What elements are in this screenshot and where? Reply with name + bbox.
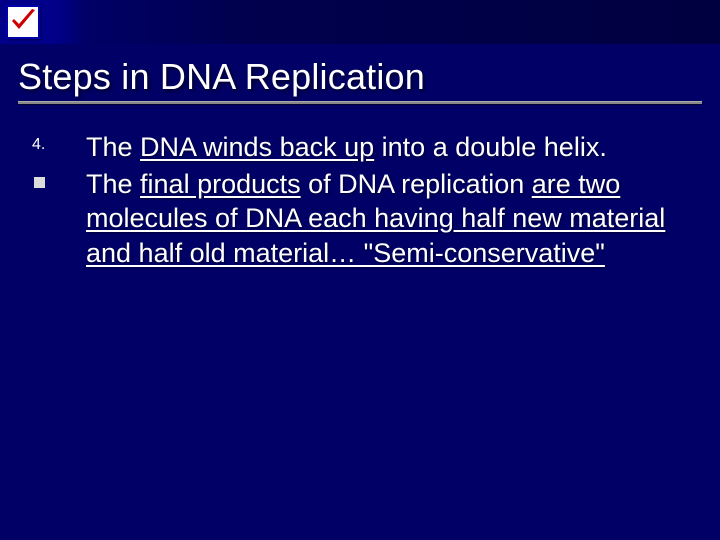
- text-segment-underlined: DNA winds back up: [140, 132, 374, 162]
- list-text: The final products of DNA replication ar…: [86, 167, 692, 271]
- text-segment-underlined: final products: [140, 169, 301, 199]
- list-marker: 4.: [28, 130, 86, 154]
- list-item: 4. The DNA winds back up into a double h…: [28, 130, 692, 165]
- title-underline: [18, 102, 702, 104]
- text-segment: The: [86, 169, 140, 199]
- text-segment: The: [86, 132, 140, 162]
- title-area: Steps in DNA Replication: [0, 44, 720, 110]
- list-item: The final products of DNA replication ar…: [28, 167, 692, 271]
- square-bullet-icon: [34, 177, 45, 188]
- text-segment: of DNA replication: [301, 169, 532, 199]
- list-marker: [28, 167, 86, 188]
- text-segment: into a double helix.: [374, 132, 607, 162]
- logo-checkmark-icon: [6, 5, 40, 39]
- topbar: [0, 0, 720, 44]
- topbar-gradient: [0, 0, 720, 44]
- number-marker: 4.: [32, 136, 45, 154]
- list-text: The DNA winds back up into a double heli…: [86, 130, 692, 165]
- slide-title: Steps in DNA Replication: [18, 56, 702, 98]
- content-area: 4. The DNA winds back up into a double h…: [0, 110, 720, 270]
